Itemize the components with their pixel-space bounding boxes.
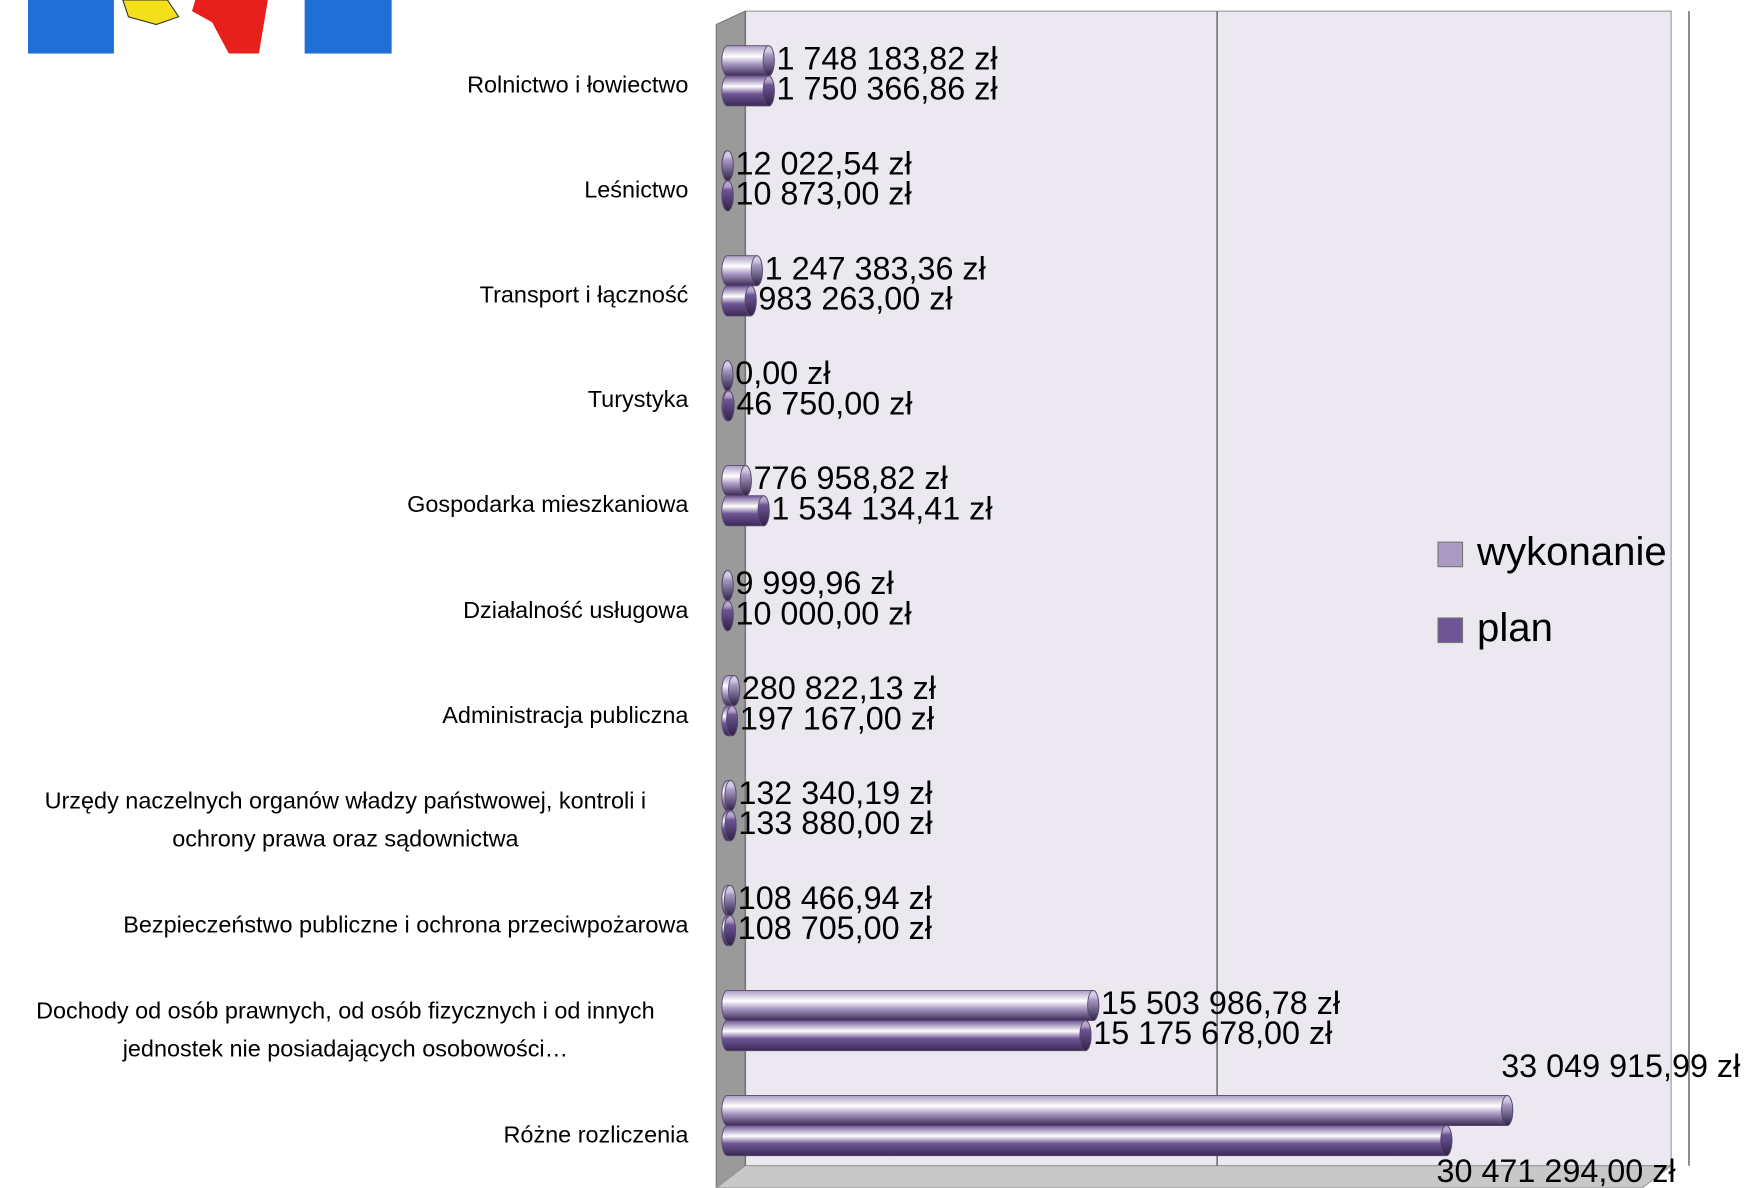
category-label-wrap: Rolnictwo i łowiectwo <box>2 36 688 136</box>
category-label-box: Urzędy naczelnych organów władzy państwo… <box>2 770 688 870</box>
category-label: Rolnictwo i łowiectwo <box>467 72 689 99</box>
bar-cap <box>724 810 737 842</box>
category-label: Działalność usługowa <box>463 597 689 624</box>
bar-cap <box>723 885 737 917</box>
category-label-box: Administracja publiczna <box>2 665 688 765</box>
bar-cap <box>721 150 734 182</box>
category-label: Dochody od osób prawnych, od osób fizycz… <box>36 998 655 1062</box>
value-label: 132 340,19 zł <box>738 775 932 811</box>
category-label-wrap: Transport i łączność <box>2 246 689 346</box>
bar <box>721 1020 1092 1052</box>
legend-swatch <box>1437 541 1464 568</box>
value-label: 10 000,00 zł <box>735 595 911 631</box>
value-label: 10 873,00 zł <box>735 175 911 211</box>
bar-cap <box>1079 1020 1092 1052</box>
category-label-wrap: Administracja publiczna <box>2 665 688 765</box>
category-label-wrap: Gospodarka mieszkaniowa <box>2 456 688 556</box>
bar-cap <box>721 600 734 632</box>
value-label: 108 466,94 zł <box>738 880 932 916</box>
category-label-wrap: Działalność usługowa <box>2 561 688 661</box>
legend-label: plan <box>1477 605 1553 650</box>
value-label: 1 534 134,41 zł <box>771 490 992 526</box>
category-label-box: Turystyka <box>2 351 689 451</box>
value-label: 108 705,00 zł <box>738 910 932 946</box>
logo <box>28 0 392 54</box>
category-label-wrap: Leśnictwo <box>2 141 688 241</box>
bar-cap <box>724 780 737 812</box>
category-label: Turystyka <box>587 387 689 414</box>
category-label: Bezpieczeństwo publiczne i ochrona przec… <box>123 912 689 938</box>
category-label: Gospodarka mieszkaniowa <box>407 492 689 519</box>
category-label-wrap: Turystyka <box>2 351 689 451</box>
category-label-box: Gospodarka mieszkaniowa <box>2 456 688 556</box>
value-label: 280 822,13 zł <box>742 670 936 706</box>
category-label-box: Bezpieczeństwo publiczne i ochrona przec… <box>2 875 688 975</box>
value-label: 1 247 383,36 zł <box>765 250 986 286</box>
category-label-wrap: Bezpieczeństwo publiczne i ochrona przec… <box>2 875 688 975</box>
category-label-box: Działalność usługowa <box>2 561 688 661</box>
category-label-box: Różne rozliczenia <box>2 1085 688 1185</box>
value-label: 15 503 986,78 zł <box>1101 985 1340 1021</box>
value-label: 30 471 294,00 zł <box>1437 1153 1676 1188</box>
category-label-wrap: Dochody od osób prawnych, od osób fizycz… <box>2 980 688 1080</box>
value-label: 46 750,00 zł <box>736 385 912 421</box>
category-label: Leśnictwo <box>584 177 689 204</box>
category-label-wrap: Różne rozliczenia <box>2 1085 688 1185</box>
category-label-box: Rolnictwo i łowiectwo <box>2 36 688 136</box>
value-label: 1 748 183,82 zł <box>776 40 997 76</box>
bar-cap <box>721 360 734 392</box>
bar-cap <box>762 75 775 107</box>
bar <box>721 1125 1453 1157</box>
bar-cap <box>1087 990 1100 1022</box>
category-label: Różne rozliczenia <box>503 1122 689 1148</box>
value-label: 9 999,96 zł <box>735 565 893 601</box>
bar-cap <box>722 390 735 422</box>
bar-cap <box>750 255 763 287</box>
legend-swatch <box>1437 617 1464 644</box>
bar <box>721 1094 1514 1126</box>
category-label-box: Dochody od osób prawnych, od osób fizycz… <box>2 980 688 1080</box>
bar-cap <box>721 570 734 602</box>
category-label: Urzędy naczelnych organów władzy państwo… <box>44 788 647 852</box>
bar-cap <box>723 915 737 947</box>
plot-walls <box>715 10 1673 1188</box>
category-label-box: Leśnictwo <box>2 141 688 241</box>
bar-cap <box>721 180 734 212</box>
value-label: 0,00 zł <box>735 355 830 391</box>
value-label: 133 880,00 zł <box>738 805 932 841</box>
value-label: 33 049 915,99 zł <box>1501 1048 1740 1084</box>
value-label: 197 167,00 zł <box>740 700 934 736</box>
category-label-wrap: Urzędy naczelnych organów władzy państwo… <box>2 770 688 870</box>
bar-cap <box>744 285 757 317</box>
value-label: 15 175 678,00 zł <box>1093 1015 1332 1051</box>
bar-cap <box>739 465 752 497</box>
bar-cap <box>762 45 775 77</box>
bar-cap <box>728 675 741 707</box>
legend-label: wykonanie <box>1476 529 1667 574</box>
value-label: 776 958,82 zł <box>754 460 948 496</box>
category-label: Transport i łączność <box>479 282 689 309</box>
value-label: 12 022,54 zł <box>736 145 912 181</box>
value-label: 1 750 366,86 zł <box>777 70 998 106</box>
category-label: Administracja publiczna <box>442 702 689 728</box>
value-label: 983 263,00 zł <box>758 280 952 316</box>
bar-cap <box>1440 1125 1453 1157</box>
bar <box>721 990 1100 1022</box>
category-label-box: Transport i łączność <box>2 246 689 346</box>
bar-cap <box>726 705 739 737</box>
bar-cap <box>1501 1094 1514 1126</box>
bar-cap <box>757 495 770 527</box>
